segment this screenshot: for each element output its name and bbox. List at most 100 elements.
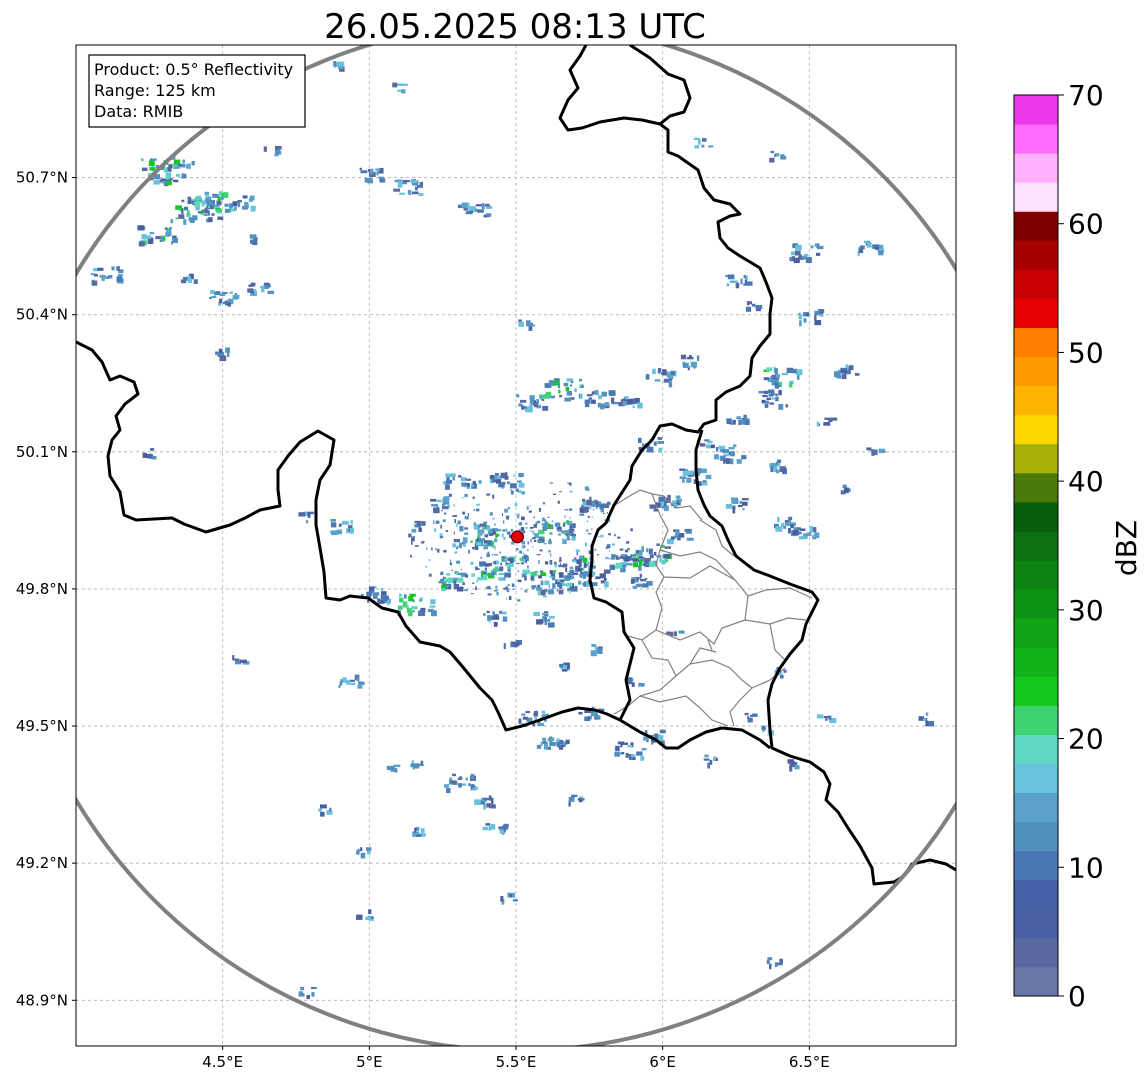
echo-cell xyxy=(148,160,155,167)
echo-clutter xyxy=(587,533,592,535)
echo-cell xyxy=(751,303,756,307)
echo-cell xyxy=(587,567,591,571)
echo-clutter xyxy=(487,551,489,554)
echo-clutter xyxy=(410,540,413,545)
echo-cell xyxy=(657,441,665,444)
echo-cell xyxy=(200,210,203,215)
echo-cell xyxy=(170,240,174,245)
echo-clutter xyxy=(466,516,469,520)
echo-cell xyxy=(540,395,543,400)
echo-cell xyxy=(441,586,446,592)
echo-cell xyxy=(792,255,795,259)
echo-cell xyxy=(576,559,582,565)
echo-cell xyxy=(632,755,636,761)
echo-cell xyxy=(704,754,709,758)
echo-cell xyxy=(215,207,221,210)
echo-clutter xyxy=(598,535,600,538)
colorbar-segment xyxy=(1014,298,1058,329)
echo-clutter xyxy=(591,528,593,531)
echo-cell xyxy=(730,420,734,423)
echo-cell xyxy=(563,382,569,387)
echo-cell xyxy=(217,216,224,220)
echo-cell xyxy=(775,462,781,467)
echo-cell xyxy=(210,290,215,294)
echo-cell xyxy=(211,295,217,299)
echo-cell xyxy=(392,82,398,88)
echo-cell xyxy=(598,646,603,650)
echo-cell xyxy=(540,589,546,596)
echo-cell xyxy=(558,589,564,595)
echo-cell xyxy=(489,478,494,484)
echo-cell xyxy=(219,293,226,297)
echo-clutter xyxy=(449,559,452,564)
echo-cell xyxy=(646,580,653,586)
echo-cell xyxy=(263,284,269,289)
echo-cell xyxy=(242,195,248,199)
echo-cell xyxy=(178,214,185,219)
info-range: Range: 125 km xyxy=(94,81,216,100)
echo-clutter xyxy=(549,482,553,484)
echo-cell xyxy=(648,548,653,555)
echo-clutter xyxy=(518,522,523,526)
echo-clutter xyxy=(559,563,562,567)
echo-cell xyxy=(481,574,488,581)
echo-cell xyxy=(518,718,522,724)
echo-cell xyxy=(569,569,575,576)
echo-cell xyxy=(153,180,160,185)
echo-clutter xyxy=(526,565,529,569)
echo-clutter xyxy=(559,560,562,563)
echo-cell xyxy=(398,179,401,185)
echo-cell xyxy=(667,378,673,382)
echo-cell xyxy=(727,274,735,280)
echo-cell xyxy=(619,555,626,559)
echo-cell xyxy=(652,368,656,375)
echo-cell xyxy=(138,241,145,247)
echo-cell xyxy=(744,712,749,716)
echo-cell xyxy=(643,736,649,741)
echo-cell xyxy=(366,591,372,597)
echo-cell xyxy=(559,556,562,561)
echo-cell xyxy=(165,174,171,180)
echo-cell xyxy=(217,196,221,202)
echo-clutter xyxy=(484,534,489,538)
echo-cell xyxy=(177,164,184,167)
echo-clutter xyxy=(503,587,506,590)
echo-cell xyxy=(578,555,585,561)
echo-cell xyxy=(207,206,215,210)
echo-cell xyxy=(737,504,743,508)
echo-cell xyxy=(666,538,674,545)
echo-clutter xyxy=(443,549,447,553)
echo-clutter xyxy=(478,525,481,528)
echo-cell xyxy=(471,573,475,577)
echo-clutter xyxy=(542,538,545,543)
echo-clutter xyxy=(484,567,487,571)
echo-cell xyxy=(659,740,663,744)
echo-cell xyxy=(644,577,648,580)
echo-clutter xyxy=(487,593,492,596)
echo-cell xyxy=(175,205,183,210)
echo-cell xyxy=(632,405,635,408)
echo-cell xyxy=(213,204,220,208)
echo-clutter xyxy=(483,521,488,525)
echo-cell xyxy=(151,455,157,460)
echo-clutter xyxy=(464,527,468,530)
echo-cell xyxy=(494,473,499,479)
echo-cell xyxy=(611,401,619,405)
echo-cell xyxy=(590,650,597,657)
echo-cell xyxy=(436,499,442,503)
echo-clutter xyxy=(511,541,515,545)
echo-cell xyxy=(789,522,796,526)
echo-cell xyxy=(638,559,642,566)
echo-cell xyxy=(591,399,596,404)
echo-cell xyxy=(582,557,588,563)
echo-clutter xyxy=(532,545,534,548)
echo-cell xyxy=(768,389,773,394)
echo-clutter xyxy=(461,497,465,499)
echo-cell xyxy=(670,371,675,376)
echo-cell xyxy=(787,759,795,764)
echo-clutter xyxy=(550,553,552,557)
echo-cell xyxy=(189,273,194,280)
echo-cell xyxy=(250,282,256,287)
echo-cell xyxy=(459,525,464,532)
echo-cell xyxy=(477,534,481,540)
